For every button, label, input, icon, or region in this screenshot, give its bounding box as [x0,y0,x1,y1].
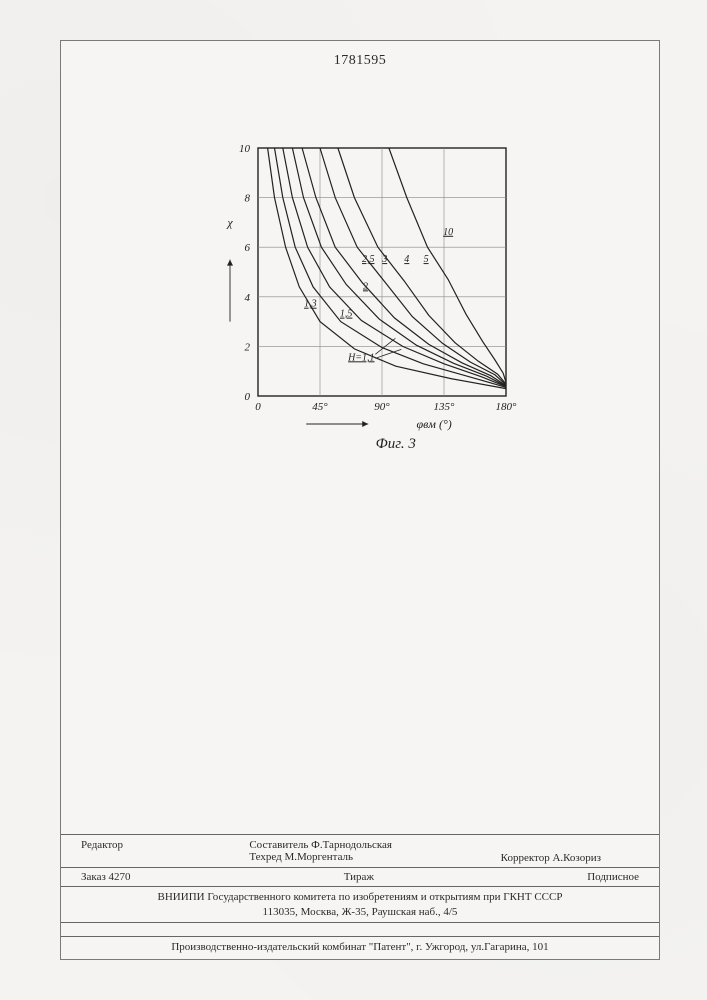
footer-block: Редактор Составитель Ф.Тарнодольская Тех… [61,834,659,959]
svg-text:1,5: 1,5 [340,309,353,320]
svg-text:5: 5 [424,254,429,265]
svg-text:2: 2 [245,341,251,353]
svg-text:135°: 135° [434,401,456,413]
org-line2: 113035, Москва, Ж-35, Раушская наб., 4/5 [263,906,458,918]
svg-text:4: 4 [245,292,251,304]
svg-text:Η=1,1: Η=1,1 [347,352,374,363]
svg-text:10: 10 [239,143,251,155]
svg-text:φвм (°): φвм (°) [416,417,451,431]
circulation: Тираж [344,871,374,883]
svg-text:45°: 45° [312,401,328,413]
svg-text:0: 0 [255,401,261,413]
svg-text:χ: χ [226,215,233,229]
document-number: 1781595 [334,53,387,69]
svg-text:8: 8 [245,193,251,205]
subscription: Подписное [587,871,639,883]
svg-text:0: 0 [245,391,251,403]
org-line1: ВНИИПИ Государственного комитета по изоб… [158,891,563,903]
svg-text:Фиг. 3: Фиг. 3 [376,436,416,452]
corrector: Корректор А.Козориз [501,839,639,864]
tech-editor: Техред М.Моргенталь [249,851,470,863]
chart-figure-3: 0246810045°90°135°180°1,31,522,534510Η=1… [216,136,536,456]
editor-label: Редактор [81,839,219,864]
svg-text:6: 6 [245,242,251,254]
publisher: Производственно-издательский комбинат "П… [61,936,659,959]
compiler: Составитель Ф.Тарнодольская [249,839,470,851]
svg-text:90°: 90° [374,401,390,413]
svg-text:4: 4 [404,254,409,265]
svg-text:180°: 180° [496,401,518,413]
svg-text:10: 10 [443,227,453,238]
order-number: Заказ 4270 [81,871,131,883]
svg-text:1,3: 1,3 [304,299,317,310]
